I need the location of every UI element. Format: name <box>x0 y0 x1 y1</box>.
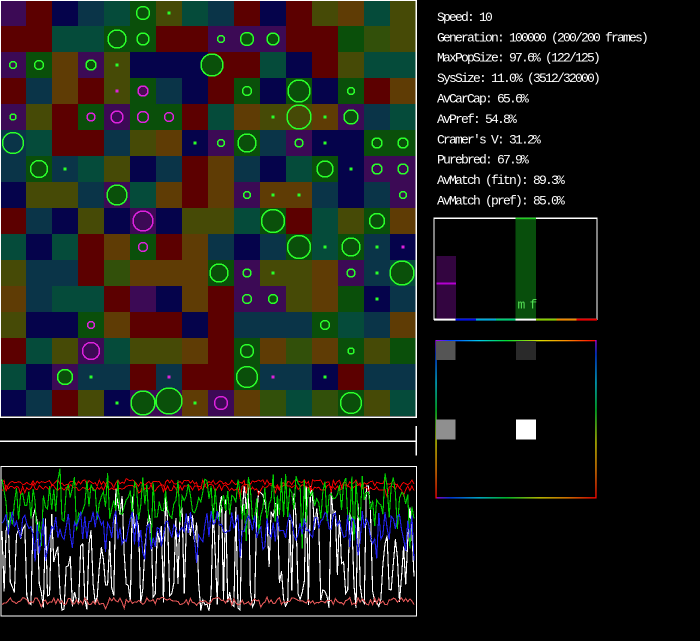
svg-text:Generation: 100000 (200/200 fr: Generation: 100000 (200/200 frames) <box>437 30 647 45</box>
svg-text:MaxPopSize: 97.6% (122/125): MaxPopSize: 97.6% (122/125) <box>437 51 599 66</box>
svg-text:Speed: 10: Speed: 10 <box>437 10 492 25</box>
svg-text:SysSize: 11.0% (3512/32000): SysSize: 11.0% (3512/32000) <box>437 71 599 86</box>
svg-text:Purebred: 67.9%: Purebred: 67.9% <box>437 153 529 168</box>
svg-text:m f: m f <box>518 298 537 313</box>
svg-text:AvCarCap: 65.6%: AvCarCap: 65.6% <box>437 92 529 107</box>
svg-text:AvPref: 54.8%: AvPref: 54.8% <box>437 112 517 127</box>
svg-text:AvMatch (fitn): 89.3%: AvMatch (fitn): 89.3% <box>437 173 565 188</box>
svg-text:Cramer's V: 31.2%: Cramer's V: 31.2% <box>437 132 541 147</box>
svg-text:AvMatch (pref): 85.0%: AvMatch (pref): 85.0% <box>437 194 565 209</box>
